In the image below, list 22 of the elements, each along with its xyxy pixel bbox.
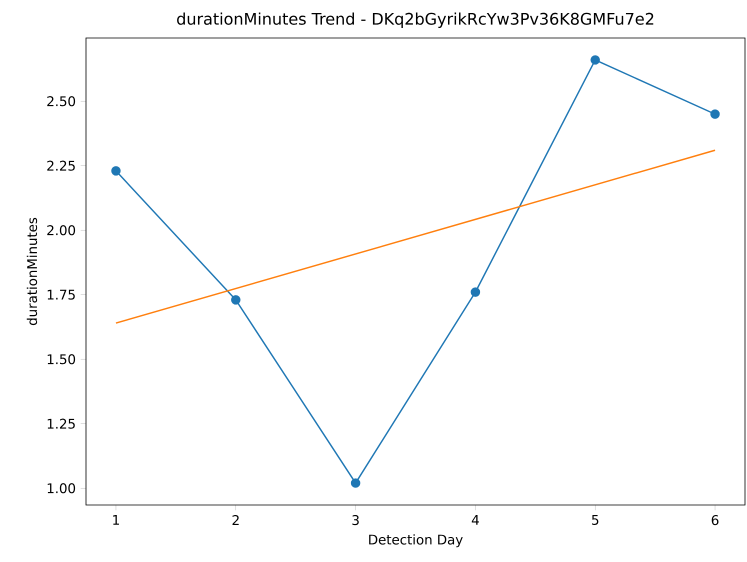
point — [710, 109, 720, 119]
x-axis-title: Detection Day — [369, 534, 463, 548]
point — [231, 295, 241, 305]
x-tick-label: 2 — [232, 515, 239, 525]
y-tick-label: 1.25 — [48, 418, 75, 429]
x-tick-label: 6 — [712, 515, 718, 526]
x-tick-label: 5 — [592, 515, 598, 525]
y-tick-label: 2.50 — [47, 96, 76, 106]
y-tick-label: 2.00 — [47, 225, 76, 236]
y-tick-label: 1.00 — [48, 483, 76, 494]
y-tick-label: 1.75 — [48, 290, 75, 300]
x-tick-label: 1 — [113, 515, 119, 525]
point — [590, 55, 600, 65]
y-tick-label: 2.25 — [47, 160, 75, 171]
point — [470, 287, 480, 297]
point — [111, 166, 121, 176]
x-tick-label: 4 — [472, 515, 479, 525]
chart-title: durationMinutes Trend - DKq2bGyrikRcYw3Pv36K8GMFu7e2 — [177, 12, 654, 28]
y-axis-title: durationMinutes — [26, 218, 38, 326]
x-tick-label: 3 — [352, 515, 359, 526]
point — [350, 478, 360, 488]
y-tick-label: 1.50 — [48, 354, 76, 364]
